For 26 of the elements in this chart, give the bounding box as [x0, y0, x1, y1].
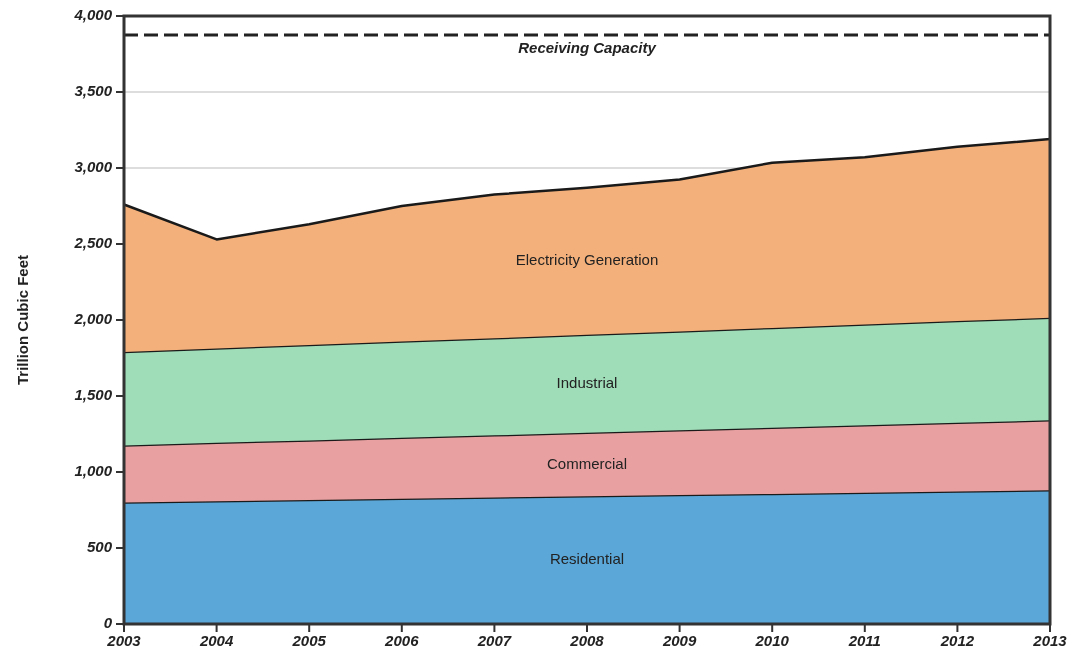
y-tick-label: 1,000: [74, 461, 113, 479]
y-tick-label: 500: [86, 537, 113, 555]
y-tick-label: 3,000: [74, 157, 113, 175]
y-axis-title: Trillion Cubic Feet: [13, 254, 31, 386]
y-tick-label: 3,500: [74, 81, 113, 99]
ref-line-label: Receiving Capacity: [518, 39, 657, 56]
x-tick-label: 2012: [939, 632, 975, 649]
x-tick-label: 2007: [476, 632, 512, 649]
x-tick-label: 2008: [569, 632, 605, 649]
y-tick-label: 2,500: [73, 233, 113, 251]
y-tick-label: 1,500: [74, 385, 113, 403]
series-label: Residential: [549, 550, 625, 568]
x-tick-label: 2010: [754, 632, 790, 649]
series-label: Commercial: [546, 454, 628, 472]
x-tick-label: 2003: [106, 632, 142, 649]
x-tick-label: 2011: [847, 632, 881, 649]
y-tick-label: 4,000: [73, 5, 113, 23]
x-tick-label: 2009: [661, 632, 697, 649]
x-tick-label: 2006: [384, 632, 420, 649]
series-label: Industrial: [556, 373, 618, 391]
series-label: Electricity Generation: [515, 251, 659, 269]
y-tick-label: 2,000: [73, 309, 113, 327]
x-tick-label: 2005: [291, 632, 327, 649]
y-tick-label: 0: [103, 613, 113, 631]
x-tick-label: 2004: [198, 632, 234, 649]
x-tick-label: 2013: [1032, 632, 1068, 649]
